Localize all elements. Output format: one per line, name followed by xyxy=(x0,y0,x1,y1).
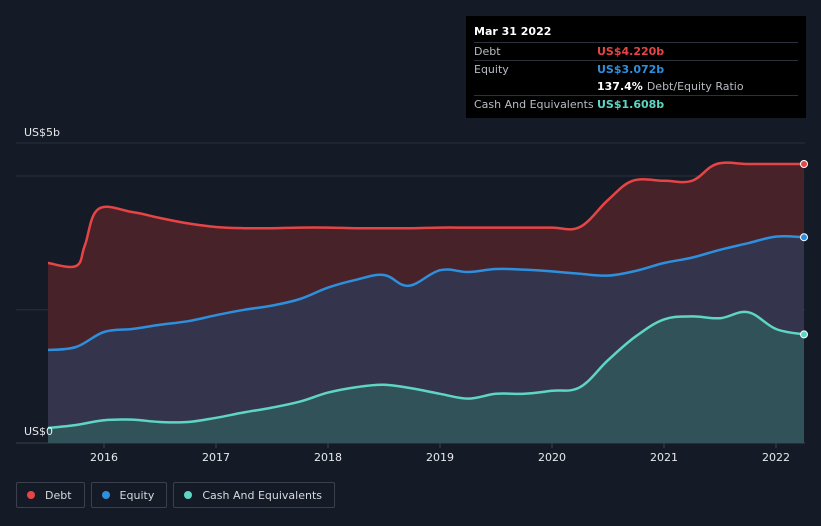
tooltip-date: Mar 31 2022 xyxy=(474,25,552,38)
end-markers xyxy=(800,160,808,339)
series-areas xyxy=(48,162,804,443)
legend-label: Cash And Equivalents xyxy=(202,488,322,502)
data-tooltip: Mar 31 2022 Debt US$4.220b Equity US$3.0… xyxy=(466,16,806,118)
legend-item-debt[interactable]: Debt xyxy=(16,482,85,508)
cash-and-equivalents-end-marker xyxy=(800,330,808,339)
tooltip-row-cash: Cash And Equivalents US$1.608b xyxy=(474,95,798,113)
tooltip-value: US$4.220b xyxy=(597,45,665,58)
legend-item-cash[interactable]: Cash And Equivalents xyxy=(173,482,335,508)
cash-and-equivalents-line xyxy=(47,310,805,430)
x-tick-label: 2017 xyxy=(202,451,230,464)
equity-end-marker xyxy=(800,233,808,242)
tooltip-label xyxy=(474,78,597,95)
x-tick-label: 2022 xyxy=(762,451,790,464)
tooltip-row-ratio: 137.4% Debt/Equity Ratio xyxy=(474,78,798,95)
x-tick-label: 2020 xyxy=(538,451,566,464)
tooltip-value: US$3.072b xyxy=(597,63,665,76)
y-axis-bottom-label: US$0 xyxy=(24,425,53,438)
tooltip-row-debt: Debt US$4.220b xyxy=(474,42,798,60)
y-axis-top-label: US$5b xyxy=(24,126,60,139)
tooltip-value: 137.4% xyxy=(597,80,643,93)
tooltip-label: Debt xyxy=(474,45,501,58)
debt-end-marker xyxy=(800,160,808,168)
tooltip-value: US$1.608b xyxy=(597,98,665,111)
legend: Debt Equity Cash And Equivalents xyxy=(16,482,335,508)
legend-dot-icon xyxy=(184,491,193,499)
cash-and-equivalents-area xyxy=(48,311,804,443)
legend-label: Debt xyxy=(45,488,72,502)
legend-item-equity[interactable]: Equity xyxy=(90,482,168,508)
tooltip-ratio-label: Debt/Equity Ratio xyxy=(646,80,744,93)
debt-line xyxy=(47,161,804,269)
equity-line xyxy=(47,234,805,352)
tooltip-row-equity: Equity US$3.072b xyxy=(474,60,798,78)
x-tick-label: 2018 xyxy=(314,451,342,464)
series-lines xyxy=(47,161,805,430)
legend-label: Equity xyxy=(119,488,155,502)
tooltip-label: Cash And Equivalents xyxy=(474,98,594,111)
x-tick-label: 2021 xyxy=(650,451,678,464)
tooltip-label: Equity xyxy=(474,63,509,76)
x-tick-label: 2016 xyxy=(90,451,118,464)
x-axis-ticks: 2016 2017 2018 2019 2020 2021 2022 xyxy=(90,443,790,464)
legend-dot-icon xyxy=(101,491,110,499)
legend-dot-icon xyxy=(27,491,35,499)
x-tick-label: 2019 xyxy=(426,451,454,464)
